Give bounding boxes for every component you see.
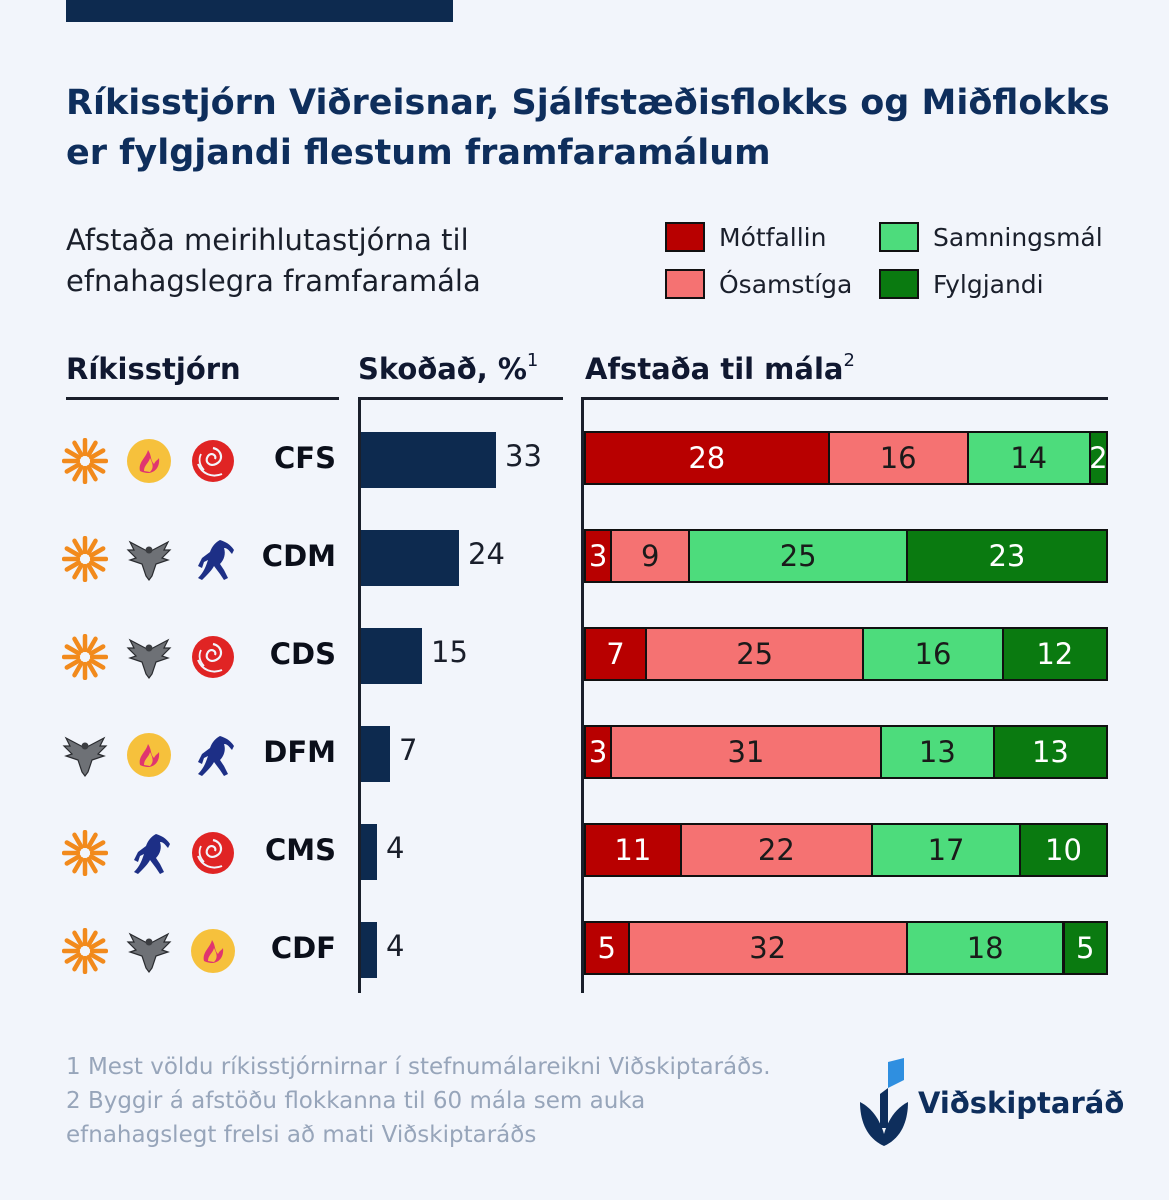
header-rule-coalition: [66, 397, 339, 400]
chart-subtitle: Afstaða meirihlutastjórna til efnahagsle…: [66, 223, 481, 298]
stance-segment: 22: [679, 823, 874, 877]
legend-item: Mótfallin: [665, 222, 826, 252]
party-icons: [62, 724, 252, 784]
column-header-reviewed: Skoðað, %1: [358, 350, 539, 386]
coalition-label: CMS: [264, 833, 336, 867]
sun-icon: [62, 438, 108, 484]
stance-segment: 28: [584, 431, 830, 485]
coalition-label: CFS: [274, 441, 336, 475]
stance-segment: 25: [688, 529, 908, 583]
reviewed-value-label: 15: [431, 635, 468, 669]
reviewed-bar: [361, 726, 390, 782]
header-rule-stance: [583, 397, 1108, 400]
stance-segment: 17: [871, 823, 1021, 877]
chart-title: Ríkisstjórn Viðreisnar, Sjálfstæðisflokk…: [66, 83, 1110, 173]
falcon-icon: [126, 540, 172, 581]
stance-segment: 3: [584, 529, 613, 583]
stance-segment: 18: [905, 921, 1065, 975]
stance-segment: 32: [627, 921, 908, 975]
reviewed-bar: [361, 628, 422, 684]
party-icons: [62, 822, 252, 882]
stance-segment: 5: [584, 921, 630, 975]
top-accent-bar: [66, 0, 453, 22]
sun-icon: [62, 830, 108, 876]
stance-segment: 25: [644, 627, 865, 681]
brand-name: Viðskiptaráð: [918, 1086, 1125, 1120]
reviewed-axis: [358, 397, 361, 993]
reviewed-value-label: 7: [399, 733, 418, 767]
stance-segment: 7: [584, 627, 647, 681]
stance-segment: 13: [879, 725, 995, 779]
falcon-icon: [62, 736, 108, 777]
legend-swatch: [665, 269, 705, 299]
sun-icon: [62, 928, 108, 974]
stance-segment: 12: [1001, 627, 1108, 681]
reviewed-bar: [361, 922, 377, 978]
stance-segment: 10: [1019, 823, 1108, 877]
horse-icon: [134, 834, 170, 874]
stance-segment: 23: [905, 529, 1108, 583]
coalition-label: CDS: [269, 637, 336, 671]
reviewed-bar: [361, 530, 459, 586]
leaf-logo-icon: [860, 1058, 908, 1146]
legend-swatch: [665, 222, 705, 252]
legend-swatch: [879, 222, 919, 252]
reviewed-value-label: 4: [386, 929, 405, 963]
sun-icon: [62, 536, 108, 582]
stance-segment: 16: [862, 627, 1004, 681]
horse-icon: [198, 540, 234, 580]
legend-label: Samningsmál: [933, 222, 1103, 252]
coalition-label: CDM: [261, 539, 336, 573]
flame-icon: [191, 929, 235, 973]
rose-icon: [192, 636, 234, 678]
legend-item: Fylgjandi: [879, 269, 1044, 299]
legend-label: Fylgjandi: [933, 269, 1044, 299]
legend-swatch: [879, 269, 919, 299]
reviewed-bar: [361, 824, 377, 880]
column-header-stance: Afstaða til mála2: [585, 350, 855, 386]
party-icons: [62, 626, 252, 686]
stance-segment: 13: [992, 725, 1108, 779]
header-rule-reviewed: [358, 397, 563, 400]
reviewed-bar: [361, 432, 496, 488]
legend: Mótfallin Ósamstíga Samningsmál Fylgjandi: [665, 222, 1145, 312]
reviewed-value-label: 24: [468, 537, 505, 571]
legend-item: Samningsmál: [879, 222, 1103, 252]
flame-icon: [127, 439, 171, 483]
party-icons: [62, 430, 252, 490]
stance-segment: 11: [584, 823, 682, 877]
party-icons: [62, 920, 252, 980]
stance-segment: 9: [610, 529, 691, 583]
stance-segment: 3: [584, 725, 613, 779]
rose-icon: [192, 832, 234, 874]
reviewed-value-label: 33: [505, 439, 542, 473]
rose-icon: [192, 440, 234, 482]
footnote-marker-2: 2: [843, 350, 855, 371]
legend-label: Ósamstíga: [719, 269, 853, 299]
footnote-marker-1: 1: [526, 350, 539, 371]
horse-icon: [198, 736, 234, 776]
stance-segment: 14: [966, 431, 1091, 485]
falcon-icon: [126, 932, 172, 973]
falcon-icon: [126, 638, 172, 679]
stance-axis: [581, 397, 584, 993]
stance-segment: 5: [1062, 921, 1108, 975]
flame-icon: [127, 733, 171, 777]
reviewed-value-label: 4: [386, 831, 405, 865]
stance-segment: 16: [827, 431, 969, 485]
stance-segment: 2: [1088, 431, 1108, 485]
legend-item: Ósamstíga: [665, 269, 852, 299]
coalition-label: CDF: [270, 931, 336, 965]
stance-segment: 31: [610, 725, 882, 779]
legend-label: Mótfallin: [719, 222, 827, 252]
footnote: 1 Mest völdu ríkisstjórnirnar í stefnumá…: [66, 1054, 771, 1148]
party-icons: [62, 528, 252, 588]
column-header-coalition: Ríkisstjórn: [66, 352, 241, 386]
coalition-label: DFM: [263, 735, 336, 769]
sun-icon: [62, 634, 108, 680]
